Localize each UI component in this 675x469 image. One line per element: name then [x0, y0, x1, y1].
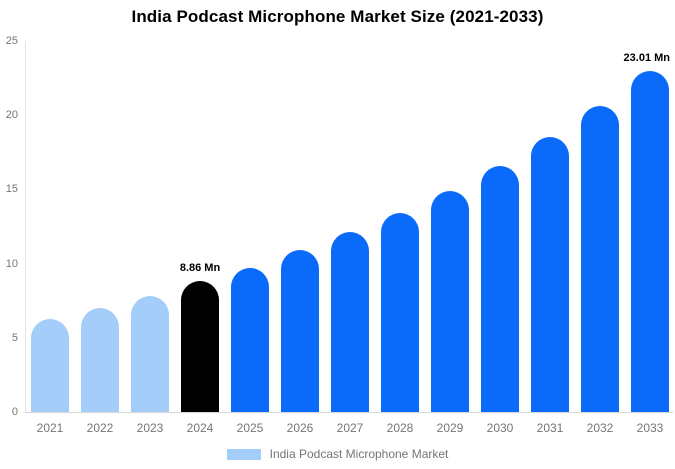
y-tick-label-0: 0	[11, 406, 18, 418]
bar-2024	[181, 281, 219, 412]
bar-2025	[231, 268, 269, 412]
bar-2028	[381, 213, 419, 412]
bar-2027	[331, 232, 369, 412]
legend-item-label[interactable]: India Podcast Microphone Market	[269, 447, 449, 461]
x-axis-label-2028: 2028	[386, 421, 414, 435]
y-tick-label-10: 10	[5, 257, 18, 270]
x-axis-label-2021: 2021	[36, 421, 64, 435]
y-tick-label-20: 20	[5, 109, 18, 122]
x-axis-label-2031: 2031	[536, 421, 564, 435]
bar-2021	[31, 319, 69, 412]
x-axis-label-2030: 2030	[486, 421, 514, 435]
bar-2026	[281, 250, 319, 412]
chart-title: India Podcast Microphone Market Size (20…	[131, 7, 544, 26]
y-tick-label-25: 25	[5, 35, 18, 47]
y-axis-line	[25, 41, 26, 412]
x-axis-label-2033: 2033	[636, 421, 664, 435]
y-tick-label-5: 5	[11, 331, 18, 344]
legend-swatch	[226, 448, 261, 460]
x-axis-label-2022: 2022	[86, 421, 114, 435]
x-axis-label-2024: 2024	[186, 421, 214, 435]
data-label-2033: 23.01 Mn	[623, 51, 670, 64]
bar-2030	[481, 166, 519, 412]
legend: India Podcast Microphone Market	[0, 446, 675, 462]
x-axis-label-2023: 2023	[136, 421, 164, 435]
x-axis-label-2027: 2027	[336, 421, 364, 435]
bar-2032	[581, 106, 619, 412]
data-label-2024: 8.86 Mn	[179, 261, 221, 274]
bar-2031	[531, 137, 569, 412]
bar-2023	[131, 296, 169, 412]
x-axis-label-2026: 2026	[286, 421, 314, 435]
x-axis-line	[25, 412, 673, 413]
y-tick-label-15: 15	[5, 183, 18, 196]
x-axis-label-2032: 2032	[586, 421, 614, 435]
bar-2033	[631, 71, 669, 412]
x-axis-label-2029: 2029	[436, 421, 464, 435]
bar-2022	[81, 308, 119, 412]
bar-2029	[431, 191, 469, 412]
x-axis-label-2025: 2025	[236, 421, 264, 435]
